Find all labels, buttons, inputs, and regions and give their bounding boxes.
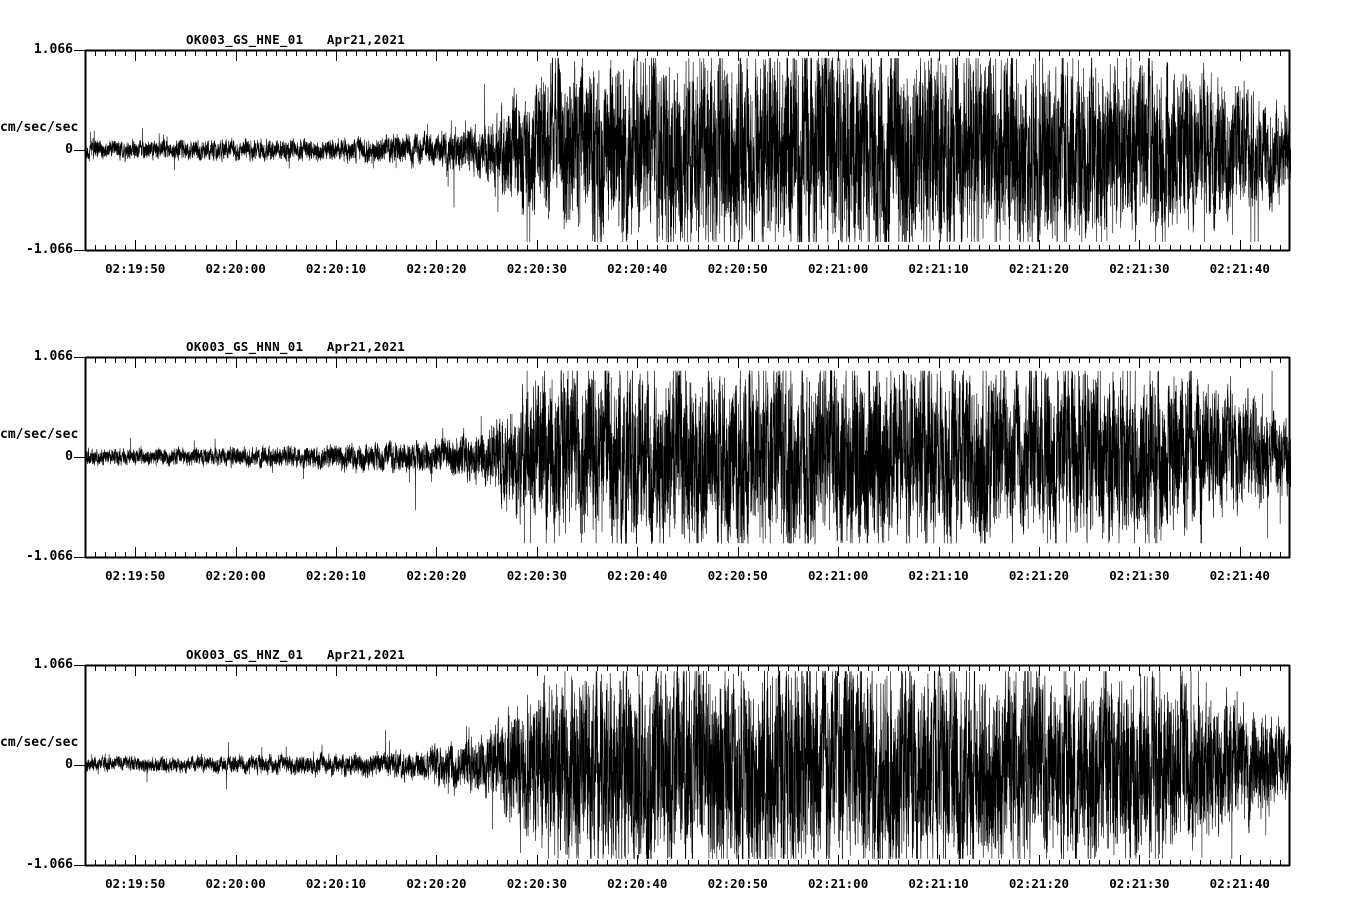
- x-axis-tick-label: 02:21:00: [808, 261, 869, 276]
- y-axis-zero-label-hnz: 0: [65, 757, 73, 772]
- x-axis-tick-label: 02:20:40: [607, 261, 668, 276]
- x-axis-tick-label: 02:21:40: [1209, 261, 1270, 276]
- x-axis-tick-label: 02:21:10: [908, 876, 969, 891]
- x-axis-tick-label: 02:20:20: [406, 568, 467, 583]
- x-axis-tick-label: 02:21:00: [808, 568, 869, 583]
- x-axis-tick-label: 02:19:50: [105, 876, 166, 891]
- x-axis-tick-label: 02:20:30: [506, 261, 567, 276]
- x-axis-tick-label: 02:21:00: [808, 876, 869, 891]
- x-axis-tick-label: 02:20:20: [406, 261, 467, 276]
- x-axis-tick-label: 02:21:20: [1008, 261, 1070, 276]
- x-axis-tick-label: 02:21:40: [1209, 568, 1270, 583]
- y-axis-min-label-hne: -1.066: [26, 242, 73, 257]
- y-axis-units-label-hnn: cm/sec/sec: [0, 427, 79, 442]
- x-axis-tick-label: 02:21:10: [908, 261, 969, 276]
- x-axis-tick-label: 02:20:30: [506, 568, 567, 583]
- y-axis-zero-label-hnn: 0: [65, 449, 73, 464]
- x-axis-tick-label: 02:20:40: [607, 876, 668, 891]
- x-axis-tick-label: 02:20:10: [305, 261, 367, 276]
- x-axis-tick-label: 02:20:00: [205, 568, 266, 583]
- x-axis-tick-label: 02:20:30: [506, 876, 567, 891]
- x-axis-tick-label: 02:19:50: [105, 261, 166, 276]
- x-axis-tick-label: 02:20:50: [707, 261, 768, 276]
- y-axis-max-label-hnn: 1.066: [33, 349, 73, 364]
- y-axis-zero-label-hne: 0: [65, 142, 73, 157]
- x-axis-tick-label: 02:20:50: [707, 876, 768, 891]
- panel-title-hnn: OK003_GS_HNN_01 Apr21,2021: [186, 339, 406, 354]
- x-axis-tick-label: 02:21:30: [1109, 261, 1170, 276]
- x-axis-tick-label: 02:20:00: [205, 261, 266, 276]
- x-axis-tick-label: 02:21:10: [908, 568, 969, 583]
- x-axis-tick-label: 02:19:50: [105, 568, 166, 583]
- y-axis-units-label-hne: cm/sec/sec: [0, 120, 79, 135]
- y-axis-min-label-hnn: -1.066: [26, 549, 73, 564]
- y-axis-units-label-hnz: cm/sec/sec: [0, 735, 79, 750]
- x-axis-tick-label: 02:20:50: [707, 568, 768, 583]
- panel-title-hnz: OK003_GS_HNZ_01 Apr21,2021: [186, 647, 406, 662]
- x-axis-tick-label: 02:21:30: [1109, 568, 1170, 583]
- y-axis-max-label-hne: 1.066: [33, 42, 73, 57]
- x-axis-tick-label: 02:20:40: [607, 568, 668, 583]
- y-axis-max-label-hnz: 1.066: [33, 657, 73, 672]
- waveform-trace-hnz: [86, 665, 1291, 865]
- x-axis-tick-label: 02:20:10: [305, 876, 367, 891]
- x-axis-tick-label: 02:21:40: [1209, 876, 1270, 891]
- y-axis-min-label-hnz: -1.066: [26, 857, 73, 872]
- x-axis-tick-label: 02:20:00: [205, 876, 266, 891]
- x-axis-tick-label: 02:21:20: [1008, 876, 1070, 891]
- x-axis-tick-label: 02:20:10: [305, 568, 367, 583]
- x-axis-tick-label: 02:21:20: [1008, 568, 1070, 583]
- x-axis-tick-label: 02:21:30: [1109, 876, 1170, 891]
- waveform-trace-hnn: [86, 357, 1291, 557]
- x-axis-tick-label: 02:20:20: [406, 876, 467, 891]
- waveform-trace-hne: [86, 50, 1291, 250]
- panel-title-hne: OK003_GS_HNE_01 Apr21,2021: [186, 32, 406, 47]
